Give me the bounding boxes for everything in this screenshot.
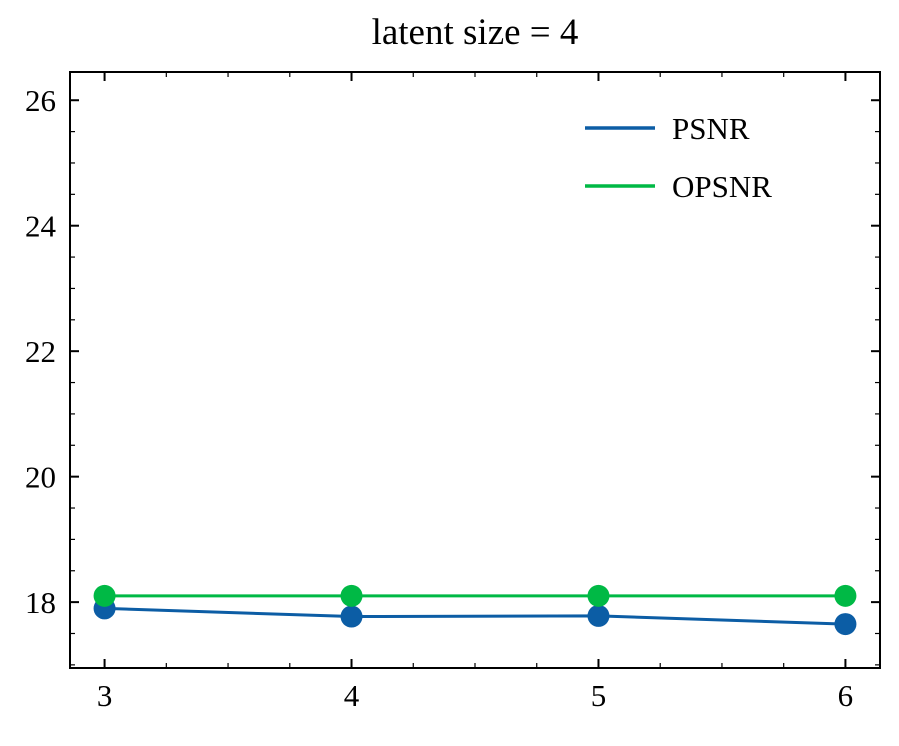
x-tick-label: 4 (344, 678, 360, 713)
series-line-psnr (104, 606, 846, 626)
marker-opsnr (834, 584, 857, 607)
legend: PSNR OPSNR (585, 111, 772, 204)
y-tick-label: 26 (25, 83, 56, 118)
marker-opsnr (587, 584, 610, 607)
marker-opsnr (340, 584, 363, 607)
marker-opsnr (93, 584, 116, 607)
marker-psnr (587, 604, 610, 627)
x-tick-label: 5 (591, 678, 607, 713)
y-tick-label: 20 (25, 460, 56, 495)
axes-frame (69, 71, 881, 669)
marker-psnr (340, 605, 363, 628)
x-tick-label: 3 (97, 678, 113, 713)
axis-ticks: 3 4 5 6 18 20 22 24 26 (25, 72, 880, 713)
y-tick-label: 24 (25, 209, 57, 244)
x-tick-label: 6 (838, 678, 854, 713)
y-tick-label: 22 (25, 334, 56, 369)
y-tick-label: 18 (25, 585, 56, 620)
marker-psnr (834, 613, 857, 636)
data-series (93, 584, 857, 636)
legend-label: OPSNR (672, 169, 772, 204)
chart-title: latent size = 4 (372, 12, 579, 53)
legend-label: PSNR (672, 111, 750, 146)
